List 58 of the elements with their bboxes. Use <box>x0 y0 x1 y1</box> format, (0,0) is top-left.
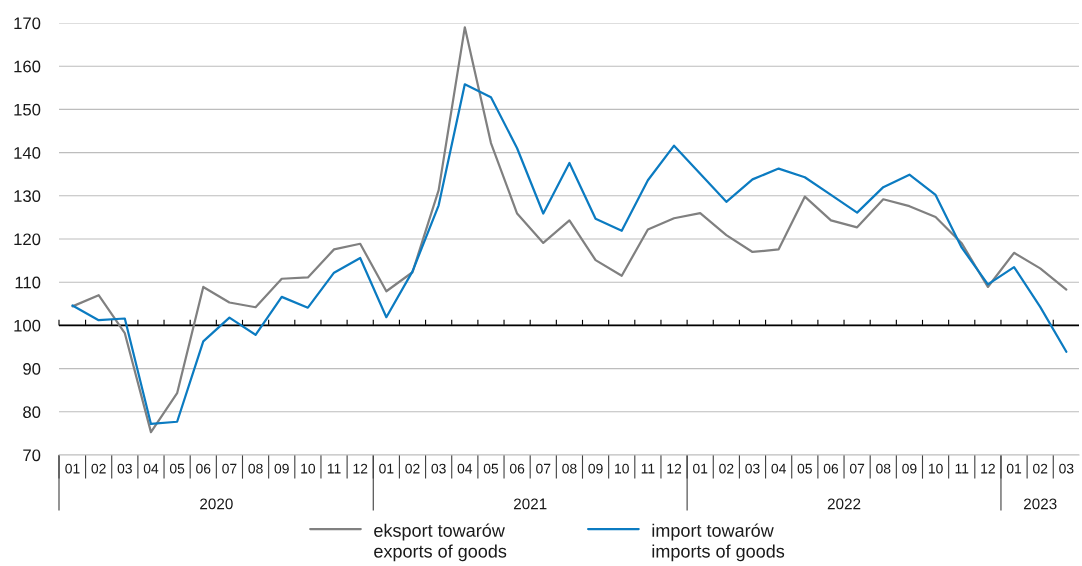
x-tick-label: 02 <box>1033 463 1048 474</box>
x-tick-label: 01 <box>693 463 708 474</box>
x-tick-label: 11 <box>327 463 341 474</box>
x-tick-label: 07 <box>536 463 551 474</box>
x-tick-label: 03 <box>117 463 132 474</box>
x-tick-label: 10 <box>928 463 943 474</box>
x-tick-label: 01 <box>379 463 394 474</box>
y-tick-label: 130 <box>14 190 41 202</box>
x-tick-label: 01 <box>65 463 80 474</box>
text: 2022 <box>827 498 861 510</box>
text: 2020 <box>200 498 233 510</box>
y-tick-label: 90 <box>23 363 41 375</box>
x-tick-label: 03 <box>1059 463 1074 474</box>
x-tick-label: 04 <box>143 463 159 474</box>
x-tick-label: 05 <box>483 463 499 474</box>
y-tick-label: 160 <box>14 60 41 73</box>
x-tick-label: 07 <box>222 463 237 474</box>
x-tick-label: 09 <box>902 463 917 474</box>
text: 2021 <box>513 498 547 510</box>
x-tick-label: 04 <box>457 463 473 474</box>
x-tick-label: 11 <box>641 463 655 474</box>
x-tick-label: 12 <box>353 463 368 474</box>
x-tick-label: 05 <box>169 463 185 474</box>
x-tick-label: 07 <box>849 463 865 474</box>
x-tick-label: 06 <box>509 463 525 474</box>
x-tick-label: 09 <box>274 463 289 474</box>
x-tick-label: 03 <box>745 463 760 474</box>
text: 2023 <box>1023 498 1057 510</box>
x-tick-label: 04 <box>771 463 786 474</box>
x-tick-label: 08 <box>876 463 891 474</box>
y-tick-label: 140 <box>14 147 41 159</box>
x-tick-label: 08 <box>248 463 263 474</box>
x-tick-label: 10 <box>615 463 629 474</box>
x-tick-label: 02 <box>405 463 420 474</box>
y-tick-label: 150 <box>14 103 41 116</box>
y-tick-label: 170 <box>14 17 41 30</box>
y-tick-label: 110 <box>15 276 41 289</box>
x-tick-label: 12 <box>667 463 682 474</box>
y-tick-label: 120 <box>14 233 41 246</box>
x-tick-label: 02 <box>91 463 106 474</box>
x-tick-label: 12 <box>981 463 995 474</box>
legend-label: eksport towarów exports of goods <box>374 523 507 562</box>
x-tick-label: 10 <box>301 463 316 474</box>
line-series <box>71 83 1068 426</box>
x-tick-label: 11 <box>955 463 969 474</box>
x-tick-label: 01 <box>1006 463 1022 474</box>
y-tick-label: 70 <box>23 449 41 462</box>
x-tick-label: 06 <box>823 463 839 474</box>
x-tick-label: 09 <box>588 463 603 474</box>
y-tick-label: 100 <box>14 319 41 332</box>
x-tick-label: 03 <box>431 463 446 474</box>
y-tick-label: 80 <box>23 406 41 418</box>
x-tick-label: 05 <box>797 463 812 474</box>
x-tick-label: 02 <box>719 463 734 474</box>
x-tick-label: 06 <box>196 463 211 474</box>
x-tick-label: 08 <box>562 463 577 474</box>
line-series <box>71 26 1068 434</box>
legend-label: import towarów imports of goods <box>652 523 785 562</box>
